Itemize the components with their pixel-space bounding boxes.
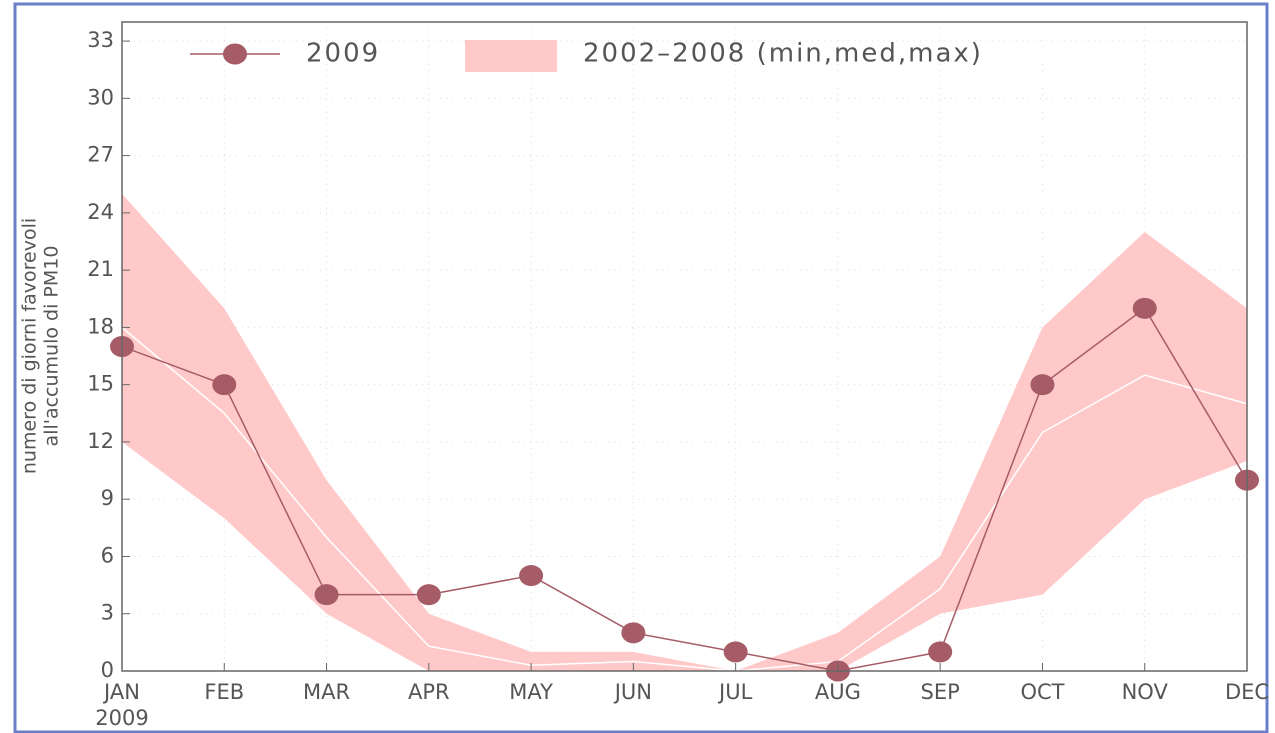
series-marker <box>621 622 646 644</box>
x-tick-label: JAN <box>102 680 140 704</box>
x-tick-label: JUN <box>613 680 652 704</box>
series-marker <box>314 584 339 606</box>
x-tick-label: NOV <box>1122 680 1169 704</box>
y-tick-label: 27 <box>87 143 114 167</box>
median-line <box>121 326 1248 672</box>
x-tick-label: MAR <box>303 680 350 704</box>
y-tick-label: 9 <box>101 486 114 510</box>
x-year-label: 2009 <box>95 706 148 730</box>
legend-label: 2009 <box>306 39 380 69</box>
y-tick-label: 15 <box>87 372 114 396</box>
y-tick-label: 24 <box>87 200 114 224</box>
plot-frame <box>121 21 1248 672</box>
series-marker <box>723 641 748 663</box>
y-tick-label: 12 <box>87 429 114 453</box>
outer-frame <box>13 2 1269 733</box>
y-axis-label: all'accumulo di PM10 <box>41 246 63 447</box>
band-area <box>122 193 1247 671</box>
series-marker <box>928 641 953 663</box>
series-marker <box>416 584 441 606</box>
data-layer <box>110 297 1259 682</box>
x-tick-label: DEC <box>1225 680 1269 704</box>
y-tick-label: 30 <box>87 85 114 109</box>
x-tick-label: APR <box>408 680 450 704</box>
y-axis-label: numero di giorni favorevoli <box>19 218 41 474</box>
x-tick-label: OCT <box>1020 680 1064 704</box>
band-layer <box>121 193 1248 672</box>
x-tick-label: MAY <box>509 680 553 704</box>
y-tick-label: 33 <box>87 28 114 52</box>
y-tick-label: 6 <box>101 543 114 567</box>
x-tick-label: AUG <box>815 680 861 704</box>
legend: 2009 2002–2008 (min,med,max) <box>190 39 983 72</box>
series-marker <box>1030 374 1055 396</box>
x-tick-label: SEP <box>921 680 960 704</box>
legend-label: 2002–2008 (min,med,max) <box>583 39 983 69</box>
x-tick-label: FEB <box>204 680 244 704</box>
series-marker <box>1132 297 1157 319</box>
legend-swatch <box>465 40 557 72</box>
y-tick-label: 0 <box>101 658 114 682</box>
x-tick-label: JUL <box>717 680 753 704</box>
y-tick-label: 21 <box>87 257 114 281</box>
y-tick-label: 18 <box>87 314 114 338</box>
series-marker <box>212 374 237 396</box>
series-marker <box>519 565 544 587</box>
series-line <box>121 307 1248 672</box>
legend-marker <box>223 43 247 65</box>
y-tick-label: 3 <box>101 601 114 625</box>
